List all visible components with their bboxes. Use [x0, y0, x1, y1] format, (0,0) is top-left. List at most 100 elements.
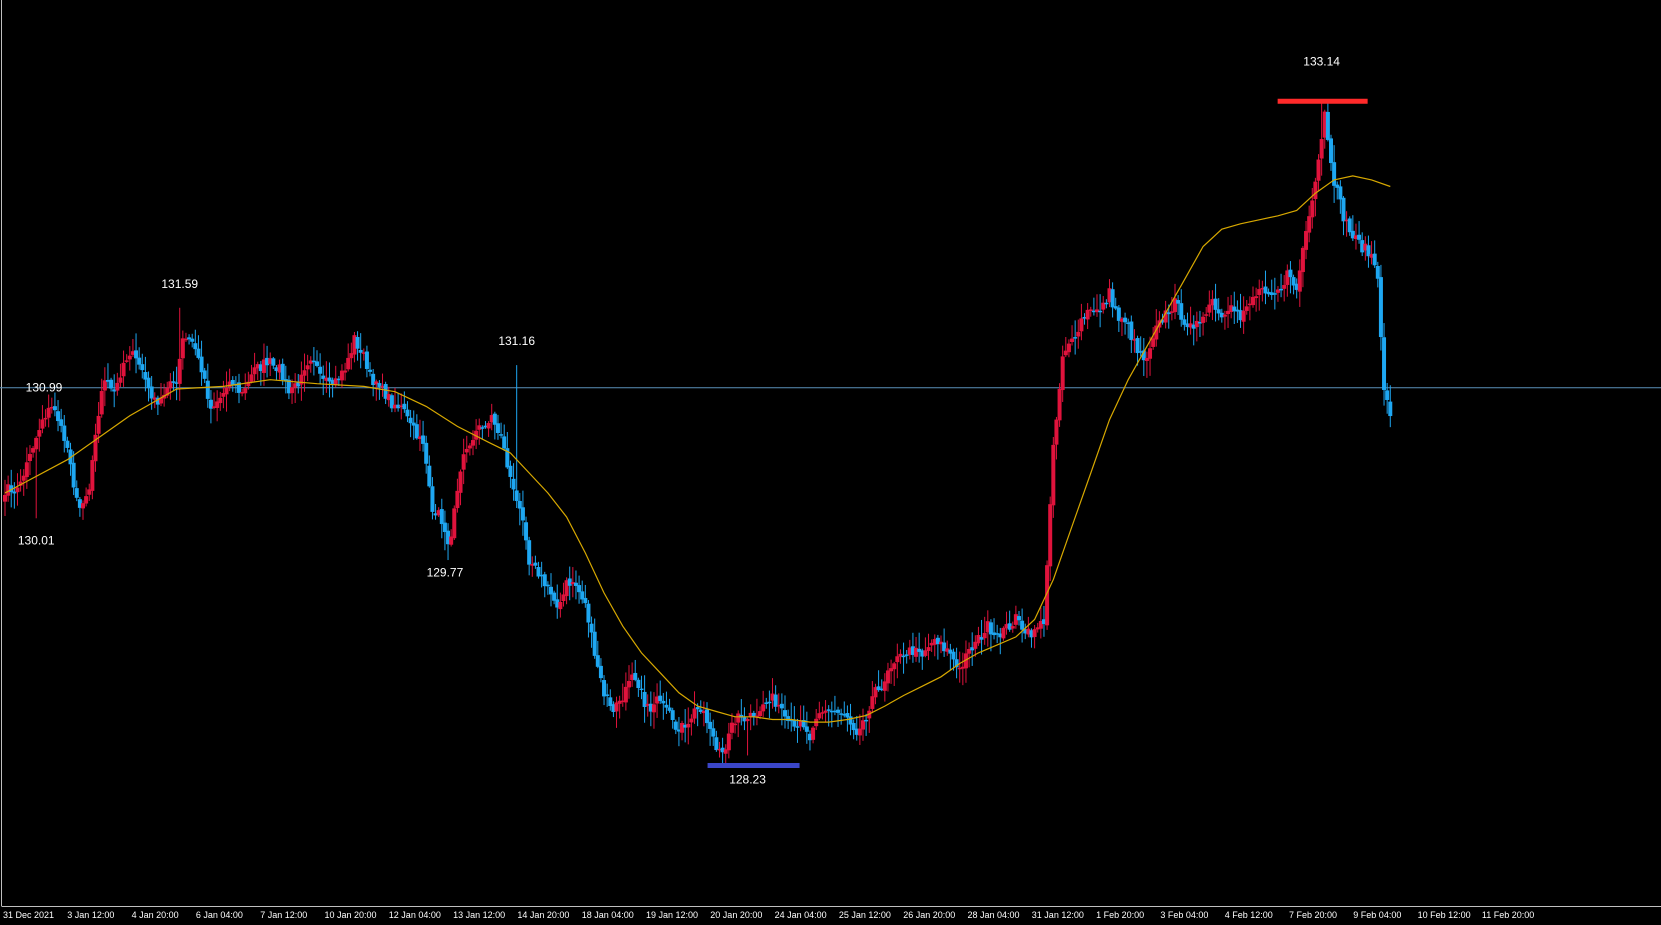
candle-body — [988, 622, 993, 635]
candle-body — [817, 713, 822, 719]
candle-body — [885, 670, 890, 684]
candle-body — [81, 503, 85, 509]
candle-body — [957, 667, 962, 670]
candle-body — [1123, 317, 1128, 323]
candle-body — [124, 360, 129, 362]
candle-body — [127, 355, 132, 360]
candle-body — [271, 358, 276, 366]
candle-body — [62, 425, 67, 441]
x-tick-label: 13 Jan 12:00 — [453, 910, 505, 920]
candle-body — [389, 395, 394, 409]
candle-body — [514, 490, 519, 502]
candle-body — [495, 423, 500, 434]
candle-body — [274, 367, 279, 372]
candle-body — [56, 411, 61, 422]
candle-body — [1251, 296, 1255, 306]
candle-body — [761, 704, 766, 712]
candle-body — [655, 696, 660, 704]
candle-body — [633, 672, 638, 680]
candle-body — [427, 465, 432, 487]
candle-body — [12, 491, 17, 494]
candle-body — [215, 401, 220, 408]
candle-body — [602, 680, 607, 697]
candle-body — [623, 686, 628, 703]
candle-body — [748, 712, 753, 718]
candle-body — [346, 357, 351, 370]
candle-body — [1129, 321, 1134, 341]
candle-body — [1088, 309, 1093, 311]
candle-body — [9, 485, 14, 493]
candle-body — [683, 724, 688, 728]
candle-body — [798, 721, 803, 727]
candle-body — [408, 417, 413, 424]
candle-body — [71, 462, 76, 488]
candle-body — [115, 382, 120, 391]
candle-body — [458, 471, 463, 493]
candle-body — [1382, 337, 1387, 390]
reference-price-label: 130.99 — [26, 381, 63, 395]
candle-body — [1188, 323, 1193, 328]
candle-body — [477, 425, 482, 430]
candle-body — [442, 522, 447, 533]
candle-body — [1350, 230, 1355, 239]
candle-body — [1357, 234, 1362, 240]
candle-body — [982, 632, 987, 639]
candle-body — [480, 427, 485, 429]
candle-body — [1101, 302, 1106, 310]
candle-body — [711, 728, 716, 737]
candle-body — [1073, 337, 1078, 339]
candle-body — [636, 679, 641, 688]
candle-body — [1238, 310, 1243, 321]
x-tick-label: 10 Jan 20:00 — [325, 910, 377, 920]
candle-body — [283, 379, 288, 382]
candle-body — [729, 722, 734, 733]
candle-body — [474, 430, 479, 440]
candle-body — [43, 417, 48, 420]
candle-body — [829, 710, 834, 713]
candle-body — [393, 404, 397, 409]
candle-body — [1066, 343, 1071, 353]
candle-body — [1004, 624, 1009, 629]
candle-body — [795, 726, 800, 728]
candle-body — [658, 695, 663, 702]
candle-body — [923, 650, 928, 656]
candle-body — [296, 381, 301, 387]
candle-body — [361, 352, 366, 354]
candle-body — [258, 364, 263, 372]
candle-body — [642, 691, 647, 707]
candle-body — [1023, 629, 1028, 634]
candle-body — [873, 687, 878, 698]
candle-body — [664, 704, 669, 708]
candle-body — [1032, 629, 1037, 637]
x-tick-label: 25 Jan 12:00 — [839, 910, 891, 920]
candle-body — [449, 536, 454, 545]
candle-body — [430, 486, 435, 512]
candle-body — [1057, 388, 1062, 421]
candle-body — [1166, 312, 1171, 315]
candle-body — [99, 391, 104, 415]
candle-body — [861, 720, 865, 730]
candle-body — [1322, 111, 1327, 138]
candle-body — [87, 489, 92, 495]
candle-body — [549, 586, 553, 595]
x-tick-label: 28 Jan 04:00 — [968, 910, 1020, 920]
candle-body — [77, 499, 82, 508]
candle-body — [527, 540, 532, 565]
candle-body — [552, 592, 557, 601]
candle-body — [177, 358, 182, 384]
candle-body — [15, 487, 20, 493]
candle-body — [948, 649, 953, 654]
candle-body — [305, 365, 310, 370]
candle-body — [318, 366, 323, 374]
candle-body — [1179, 303, 1184, 320]
candle-body — [1363, 243, 1368, 251]
candle-body — [308, 360, 313, 364]
candle-body — [84, 496, 89, 504]
candle-body — [1347, 218, 1352, 233]
candle-body — [910, 646, 915, 655]
candle-body — [1388, 401, 1393, 417]
candle-body — [358, 349, 363, 353]
candle-body — [240, 392, 245, 394]
candle-body — [595, 655, 600, 667]
candle-body — [237, 382, 241, 393]
